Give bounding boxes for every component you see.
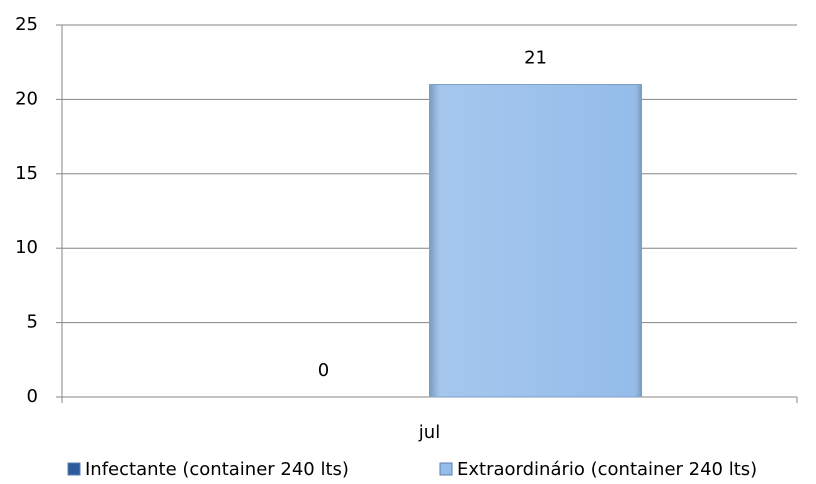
data-label: 0 <box>318 360 329 381</box>
legend-swatch <box>439 462 453 476</box>
x-tick-label: jul <box>418 422 440 443</box>
y-tick-label: 20 <box>15 88 38 109</box>
legend-label: Infectante (container 240 lts) <box>85 459 349 480</box>
bar-bevel <box>429 84 643 398</box>
data-label: 21 <box>524 48 547 69</box>
y-tick-label: 15 <box>15 163 38 184</box>
y-tick-label: 5 <box>27 312 38 333</box>
legend-label: Extraordinário (container 240 lts) <box>457 459 757 480</box>
y-tick-label: 25 <box>15 14 38 35</box>
y-tick-label: 10 <box>15 237 38 258</box>
legend-swatch <box>67 462 81 476</box>
y-tick-label: 0 <box>27 386 38 407</box>
